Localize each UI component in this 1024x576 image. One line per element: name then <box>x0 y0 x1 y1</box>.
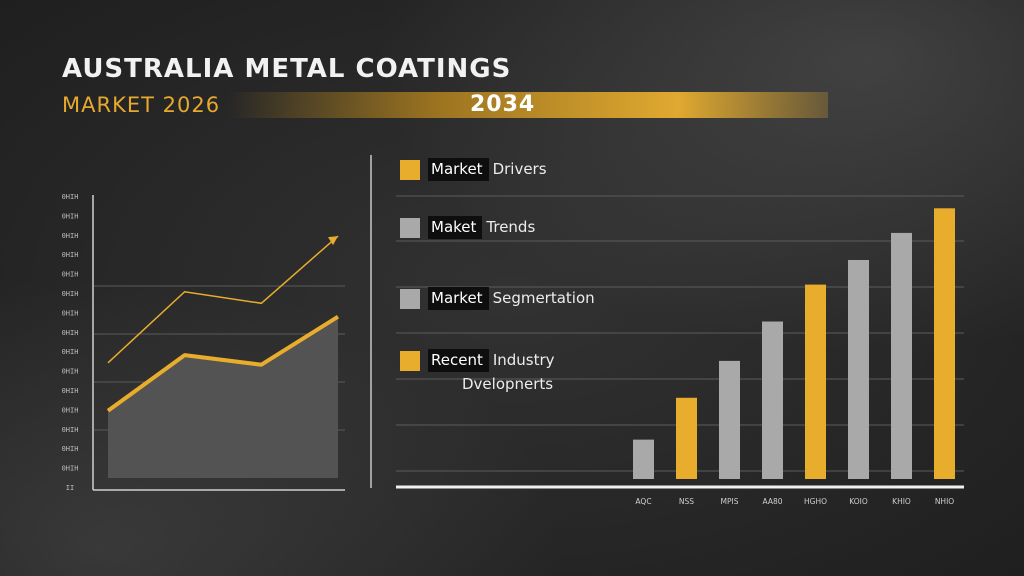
y-tick-label: 0HIH <box>62 387 79 395</box>
x-tick-label: AQC <box>635 497 651 506</box>
x-tick-label: KOIO <box>849 497 868 506</box>
legend-key: Recent <box>428 349 489 372</box>
legend-item-market-segmentation: Market Segmertation <box>400 287 595 310</box>
bar <box>934 208 955 479</box>
right-bar-chart: AQC NSS MPIS AA80 HGHO KOIO KHIO NHIO <box>370 155 964 506</box>
y-tick-label: 0HIH <box>62 212 79 220</box>
y-tick-label: 0HIH <box>62 251 79 259</box>
bar <box>848 259 869 479</box>
legend-key: Market <box>428 287 489 310</box>
y-tick-label: 0HIH <box>62 309 79 317</box>
legend-label: Segmertation <box>492 289 595 307</box>
bar <box>762 321 783 479</box>
y-tick-label: 0HIH <box>62 465 79 473</box>
y-tick-label: II <box>66 484 74 492</box>
y-tick-label: 0HIH <box>62 232 79 240</box>
left-area-chart: 0HIH 0HIH 0HIH 0HIH 0HIH 0HIH 0HIH 0HIH 0HIH 0HIH… <box>62 193 345 492</box>
bar <box>719 360 740 479</box>
x-tick-label: NSS <box>679 497 694 506</box>
legend-label: Trends <box>486 218 536 236</box>
y-tick-label: 0HIH <box>62 193 79 201</box>
area-fill <box>108 316 338 478</box>
y-tick-label: 0HIH <box>62 290 79 298</box>
x-tick-label: KHIO <box>892 497 911 506</box>
legend-item-recent-industry: Recent Industry <box>400 349 555 372</box>
y-tick-label: 0HIH <box>62 271 79 279</box>
y-tick-label: 0HIH <box>62 426 79 434</box>
x-tick-label: AA80 <box>762 497 782 506</box>
trend-arrowhead <box>328 236 338 246</box>
legend-swatch-gray <box>400 289 420 309</box>
end-year-label: 2034 <box>470 92 536 117</box>
page-subtitle: MARKET 2026 <box>62 93 221 117</box>
y-tick-label: 0HIH <box>62 329 79 337</box>
legend-item-market-trends: Maket Trends <box>400 216 535 239</box>
bar <box>891 232 912 479</box>
timeline-band <box>228 92 828 118</box>
legend-swatch-gold <box>400 160 420 180</box>
x-tick-label: MPIS <box>721 497 739 506</box>
y-tick-label: 0HIH <box>62 406 79 414</box>
bar <box>676 397 697 479</box>
legend-label: Drivers <box>492 160 547 178</box>
y-tick-label: 0HIH <box>62 348 79 356</box>
y-tick-label: 0HIH <box>62 368 79 376</box>
area-top-line <box>106 315 340 413</box>
page-title: AUSTRALIA METAL COATINGS <box>62 54 512 84</box>
bar <box>633 439 654 479</box>
bar <box>805 284 826 479</box>
trend-line <box>107 235 339 364</box>
legend-swatch-gold <box>400 351 420 371</box>
y-tick-label: 0HIH <box>62 445 79 453</box>
legend-key: Market <box>428 158 489 181</box>
legend-key: Maket <box>428 216 483 239</box>
legend-swatch-gray <box>400 218 420 238</box>
legend-label-continued: Dvelopnerts <box>462 375 554 393</box>
x-tick-label: HGHO <box>804 497 827 506</box>
legend-item-market-drivers: Market Drivers <box>400 158 547 181</box>
x-tick-label: NHIO <box>935 497 954 506</box>
legend-label: Industry <box>492 351 555 369</box>
